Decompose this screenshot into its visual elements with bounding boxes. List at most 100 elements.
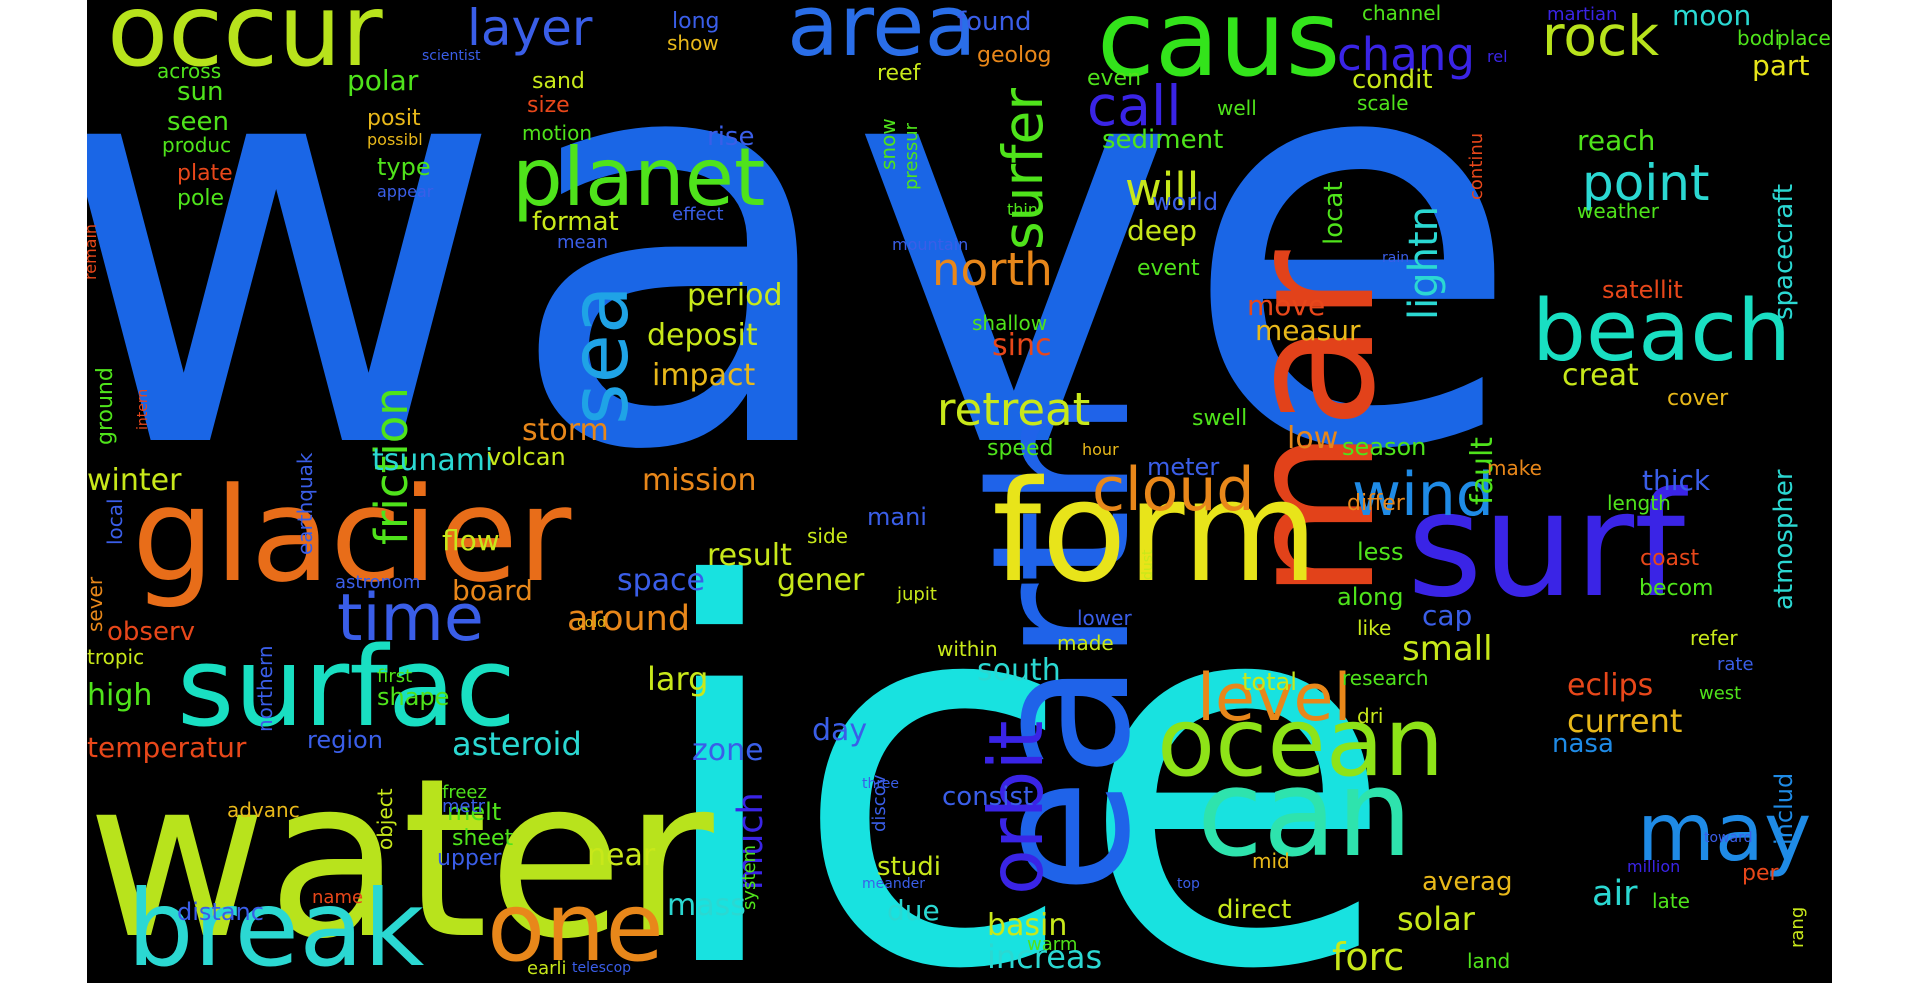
word-cloud: wave ice water earth mar surf form glacier surfa… xyxy=(87,0,1832,983)
word-deep: deep xyxy=(1127,214,1197,247)
word-scientist: scientist xyxy=(422,48,481,64)
word-northern: northern xyxy=(253,645,277,732)
word-speed: speed xyxy=(987,436,1053,461)
word-north: north xyxy=(932,243,1053,296)
word-current: current xyxy=(1567,702,1682,740)
word-thick: thick xyxy=(1642,464,1711,497)
word-glacier: glacier xyxy=(132,459,572,611)
word-orbit: orbit xyxy=(972,720,1060,895)
word-format: format xyxy=(532,207,619,237)
word-tropic: tropic xyxy=(87,645,144,669)
word-differ: differ xyxy=(1347,491,1406,516)
word-meter: meter xyxy=(1147,453,1219,481)
word-length: length xyxy=(1607,491,1671,515)
word-telescop: telescop xyxy=(572,960,631,976)
word-earth: earth xyxy=(951,389,1172,895)
word-call: call xyxy=(1087,74,1182,138)
word-land: land xyxy=(1467,949,1510,973)
word-storm: storm xyxy=(522,413,609,448)
word-posit: posit xyxy=(367,106,421,131)
word-side: side xyxy=(807,524,848,548)
word-mission: mission xyxy=(642,463,757,498)
word-upper: upper xyxy=(437,846,502,871)
word-system: system xyxy=(739,845,760,910)
word-less: less xyxy=(1357,538,1403,566)
word-retreat: retreat xyxy=(937,383,1090,436)
word-increas: increas xyxy=(987,938,1102,976)
word-gener: gener xyxy=(777,563,865,598)
word-toward: toward xyxy=(1704,830,1752,846)
word-tsunami: tsunami xyxy=(372,443,493,478)
word-spacecraft: spacecraft xyxy=(1769,184,1799,320)
word-larg: larg xyxy=(647,660,708,698)
word-object: object xyxy=(373,788,397,850)
word-effect: effect xyxy=(672,204,724,225)
word-pole: pole xyxy=(177,186,224,211)
word-earli: earli xyxy=(527,958,567,979)
word-sheet: sheet xyxy=(452,826,513,851)
word-size: size xyxy=(527,93,570,118)
word-remain: remain xyxy=(87,224,100,280)
word-even: even xyxy=(1087,66,1141,91)
word-long: long xyxy=(672,9,719,34)
word-jupit: jupit xyxy=(896,584,937,605)
word-includ: includ xyxy=(1770,773,1798,845)
word-type: type xyxy=(377,153,431,181)
word-mani: mani xyxy=(867,503,927,531)
word-rel: rel xyxy=(1487,47,1508,66)
word-ice: ice xyxy=(647,477,1397,983)
word-make: make xyxy=(1487,456,1542,480)
word-west: west xyxy=(1699,683,1741,704)
word-forc: forc xyxy=(1332,935,1404,979)
word-due: due xyxy=(887,894,940,927)
word-snow: snow xyxy=(876,118,900,170)
word-plate: plate xyxy=(177,161,233,186)
word-cold: cold xyxy=(577,615,606,631)
word-motion: motion xyxy=(522,121,592,145)
word-cloud: cloud xyxy=(1092,455,1254,525)
word-million: million xyxy=(1627,857,1680,876)
word-low: low xyxy=(1287,421,1338,456)
word-fault: fault xyxy=(1465,437,1500,505)
word-top: top xyxy=(1177,876,1200,892)
word-world: world xyxy=(1152,188,1218,216)
word-dri: dri xyxy=(1357,704,1383,728)
word-beach: beach xyxy=(1532,282,1791,381)
word-thin: thin xyxy=(1007,200,1038,219)
word-mean: mean xyxy=(557,232,608,253)
word-place: place xyxy=(1777,26,1831,50)
word-ocean: ocean xyxy=(1157,688,1444,798)
word-condit: condit xyxy=(1352,65,1433,95)
word-pressur: pressur xyxy=(901,122,922,190)
word-rock: rock xyxy=(1542,4,1659,68)
word-period: period xyxy=(687,278,783,313)
word-small: small xyxy=(1402,629,1493,669)
word-intern: intern xyxy=(135,389,151,430)
word-may: may xyxy=(1637,786,1811,879)
word-zone: zone xyxy=(692,733,764,768)
word-wind: wind xyxy=(1352,460,1494,530)
word-chang: chang xyxy=(1337,28,1475,81)
word-made: made xyxy=(1057,631,1114,655)
word-scale: scale xyxy=(1357,91,1409,115)
word-seen: seen xyxy=(167,107,229,137)
word-late: late xyxy=(1652,889,1690,913)
word-reach: reach xyxy=(1577,124,1655,157)
word-one: one xyxy=(487,873,664,983)
word-produc: produc xyxy=(162,133,231,157)
word-surfer: surfer xyxy=(991,88,1055,250)
word-break: break xyxy=(127,868,424,983)
word-nasa: nasa xyxy=(1552,729,1614,759)
word-event: event xyxy=(1137,256,1200,281)
word-local: local xyxy=(103,498,127,545)
word-per: per xyxy=(1742,861,1780,886)
word-form: form xyxy=(992,451,1318,614)
word-martian: martian xyxy=(1547,4,1617,25)
word-cover: cover xyxy=(1667,386,1729,411)
word-lower: lower xyxy=(1077,606,1132,630)
word-shallow: shallow xyxy=(972,311,1047,335)
word-metr: metr xyxy=(442,796,486,817)
word-mass: mass xyxy=(667,888,746,923)
word-deposit: deposit xyxy=(647,318,758,353)
word-south: south xyxy=(977,653,1061,688)
